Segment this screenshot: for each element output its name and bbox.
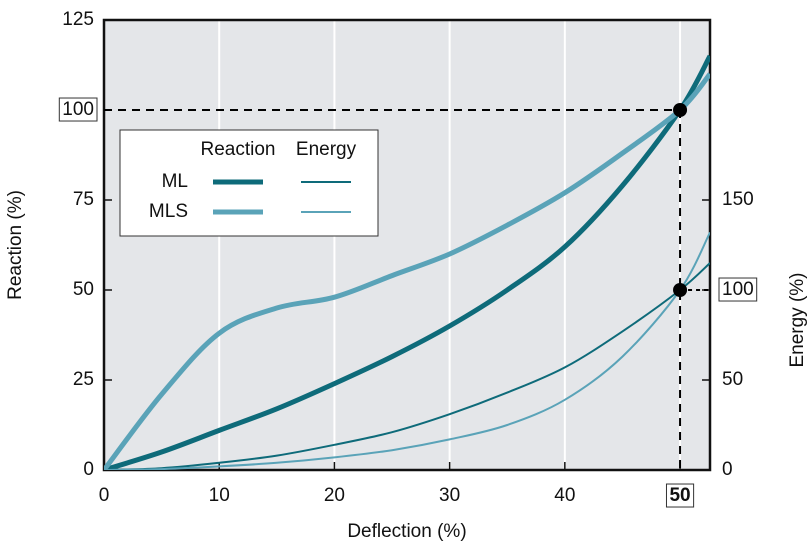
y-tick-label: 75 [73, 189, 94, 210]
highlight-dot [673, 283, 688, 297]
x-tick-label: 50 [669, 485, 690, 506]
tick-box [718, 277, 758, 302]
series-line [104, 262, 710, 470]
y-tick-label: 0 [83, 459, 94, 480]
y-axis-label: Reaction (%) [5, 190, 26, 300]
series-line [104, 231, 710, 470]
y2-tick-label: 0 [722, 459, 733, 480]
x-tick-label: 40 [554, 485, 575, 506]
y-tick-label: 25 [73, 369, 94, 390]
x-tick-label: 30 [439, 485, 460, 506]
legend-header: Reaction [201, 139, 276, 160]
y2-tick-label: 150 [722, 189, 754, 210]
series-line [104, 72, 710, 470]
y2-axis-label: Energy (%) [787, 272, 808, 367]
y2-tick-label: 100 [722, 279, 754, 300]
legend-header: Energy [296, 139, 357, 160]
plot-frame [102, 18, 712, 472]
legend-label: MLS [149, 201, 188, 222]
x-tick-label: 0 [99, 485, 110, 506]
y-tick-label: 100 [62, 99, 94, 120]
x-axis-label: Deflection (%) [347, 521, 466, 542]
tick-box [58, 97, 98, 122]
tick-box [665, 483, 695, 508]
x-tick-label: 10 [209, 485, 230, 506]
y-tick-label: 50 [73, 279, 94, 300]
plot-area [104, 20, 710, 470]
x-tick-label: 20 [324, 485, 345, 506]
y2-tick-label: 50 [722, 369, 743, 390]
highlight-dot [673, 103, 688, 117]
series-line [104, 54, 710, 470]
y-tick-label: 125 [62, 9, 94, 30]
legend-label: ML [162, 171, 188, 192]
